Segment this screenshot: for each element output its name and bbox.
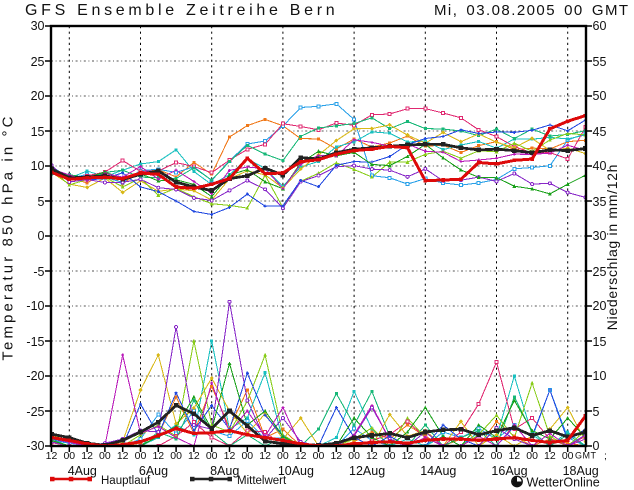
svg-text:12: 12 [81, 450, 93, 462]
svg-text:35: 35 [593, 195, 607, 209]
svg-text:Mi, 03.08.2005 00 GMT: Mi, 03.08.2005 00 GMT [434, 2, 630, 19]
svg-text:25: 25 [31, 55, 45, 69]
svg-text:55: 55 [593, 55, 607, 69]
svg-text:00: 00 [277, 450, 289, 462]
svg-text:12: 12 [473, 450, 485, 462]
svg-text:10: 10 [31, 159, 45, 173]
svg-text:12: 12 [117, 450, 129, 462]
svg-text:00: 00 [313, 450, 325, 462]
svg-text:00: 00 [562, 450, 574, 462]
svg-text:00: 00 [135, 450, 147, 462]
svg-text:30: 30 [31, 19, 45, 33]
svg-text:12: 12 [402, 450, 414, 462]
svg-text:-20: -20 [26, 369, 44, 383]
svg-text:25: 25 [593, 265, 607, 279]
svg-text:WetterOnline: WetterOnline [527, 476, 600, 490]
svg-text:00: 00 [419, 450, 431, 462]
svg-text:15: 15 [593, 335, 607, 349]
svg-text:12: 12 [508, 450, 520, 462]
svg-text:00: 00 [491, 450, 503, 462]
svg-text:GFS Ensemble Zeitreihe Bern: GFS Ensemble Zeitreihe Bern [25, 2, 338, 19]
svg-text:0: 0 [38, 229, 45, 243]
svg-text:60: 60 [593, 19, 607, 33]
svg-text:4Aug: 4Aug [68, 464, 97, 478]
svg-text:10Aug: 10Aug [278, 464, 314, 478]
svg-text:12: 12 [544, 450, 556, 462]
svg-text:00: 00 [99, 450, 111, 462]
svg-text:Hauptlauf: Hauptlauf [101, 475, 151, 487]
svg-text:12: 12 [366, 450, 378, 462]
svg-text:12: 12 [188, 450, 200, 462]
svg-text:-10: -10 [26, 299, 44, 313]
svg-text:15: 15 [31, 125, 45, 139]
svg-text:12: 12 [152, 450, 164, 462]
svg-text:5: 5 [38, 195, 45, 209]
svg-text:10: 10 [593, 369, 607, 383]
svg-text:6Aug: 6Aug [139, 464, 168, 478]
svg-text:00: 00 [348, 450, 360, 462]
svg-text:00: 00 [206, 450, 218, 462]
svg-text:40: 40 [593, 159, 607, 173]
svg-text:;: ; [604, 450, 607, 462]
svg-text:GMT: GMT [575, 451, 597, 461]
svg-text:00: 00 [526, 450, 538, 462]
svg-text:20: 20 [31, 89, 45, 103]
svg-text:0: 0 [593, 439, 600, 453]
svg-text:-5: -5 [33, 265, 44, 279]
svg-text:-25: -25 [26, 405, 44, 419]
svg-text:45: 45 [593, 125, 607, 139]
svg-text:14Aug: 14Aug [420, 464, 456, 478]
svg-text:16Aug: 16Aug [491, 464, 527, 478]
svg-text:Mittelwert: Mittelwert [237, 475, 287, 487]
svg-text:-15: -15 [26, 335, 44, 349]
svg-text:00: 00 [63, 450, 75, 462]
svg-text:-30: -30 [26, 439, 44, 453]
svg-text:30: 30 [593, 229, 607, 243]
svg-text:12: 12 [437, 450, 449, 462]
svg-text:12: 12 [330, 450, 342, 462]
svg-text:00: 00 [384, 450, 396, 462]
svg-text:12: 12 [259, 450, 271, 462]
svg-text:00: 00 [241, 450, 253, 462]
svg-text:12: 12 [295, 450, 307, 462]
svg-text:12Aug: 12Aug [349, 464, 385, 478]
svg-text:00: 00 [170, 450, 182, 462]
svg-text:50: 50 [593, 89, 607, 103]
svg-text:Temperatur 850 hPa in °C: Temperatur 850 hPa in °C [0, 113, 17, 360]
svg-text:12: 12 [224, 450, 236, 462]
svg-text:18Aug: 18Aug [563, 464, 599, 478]
svg-text:00: 00 [455, 450, 467, 462]
svg-text:12: 12 [46, 450, 58, 462]
svg-text:5: 5 [593, 405, 600, 419]
svg-text:8Aug: 8Aug [210, 464, 239, 478]
svg-text:20: 20 [593, 299, 607, 313]
svg-text:Niederschlag in mm/12h: Niederschlag in mm/12h [604, 164, 620, 330]
